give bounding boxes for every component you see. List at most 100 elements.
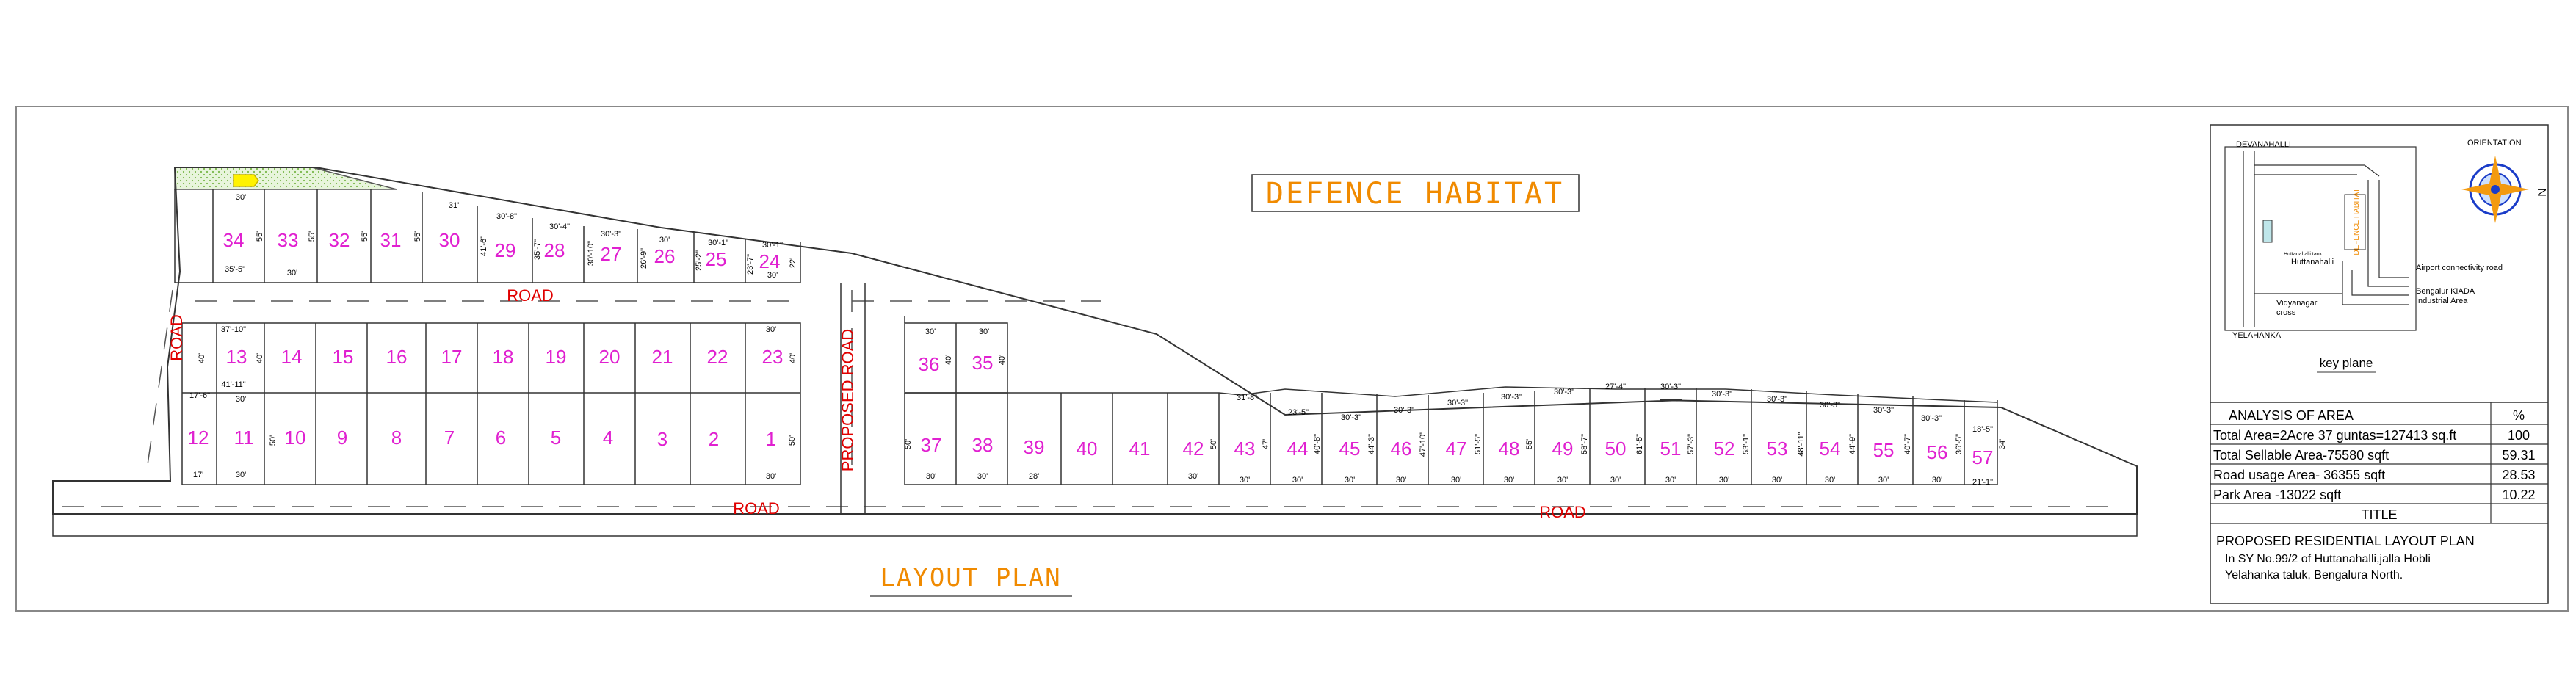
plot-number: 39 bbox=[1024, 436, 1045, 458]
plot-number: 23 bbox=[762, 346, 784, 368]
project-title: DEFENCE HABITAT bbox=[1266, 177, 1564, 211]
title-line-1: PROPOSED RESIDENTIAL LAYOUT PLAN bbox=[2216, 534, 2475, 548]
dimension: 40'-8" bbox=[1313, 434, 1322, 454]
dimension: 30' bbox=[1878, 476, 1889, 485]
road-label-proposed: PROPOSED ROAD bbox=[839, 329, 857, 471]
dimension: 30' bbox=[1188, 472, 1198, 481]
dimension: 25'-2" bbox=[695, 250, 703, 271]
dimension: 50' bbox=[269, 435, 278, 446]
dimension: 18'-5" bbox=[1972, 425, 1993, 434]
key-huttanahalli: Huttanahalli bbox=[2291, 258, 2334, 267]
road-label-bottom-left: ROAD bbox=[733, 499, 780, 518]
dimension: 48'-11" bbox=[1797, 432, 1806, 456]
analysis-heading: ANALYSIS OF AREA bbox=[2229, 408, 2354, 423]
dimension: 30'-3" bbox=[1501, 393, 1522, 402]
road-edges bbox=[52, 283, 2138, 537]
dimension: 51'-5" bbox=[1474, 434, 1483, 454]
dimension: 30' bbox=[1610, 476, 1621, 485]
plot-number: 35 bbox=[972, 352, 994, 374]
plot-number: 24 bbox=[759, 250, 781, 272]
dimension: 30'-3" bbox=[1873, 406, 1894, 415]
plot-number: 15 bbox=[333, 346, 354, 368]
dimension: 57'-3" bbox=[1687, 434, 1696, 454]
site-boundary bbox=[52, 167, 2138, 515]
dimension: 55' bbox=[361, 231, 369, 242]
dimension: 28' bbox=[1029, 472, 1039, 481]
dimension: 35'-7" bbox=[533, 239, 542, 260]
dimension: 30'-3" bbox=[1341, 413, 1361, 422]
dimension: 21'-1" bbox=[1972, 478, 1993, 487]
plot-number: 48 bbox=[1499, 438, 1520, 460]
analysis-table bbox=[2210, 402, 2548, 524]
key-yelahanka: YELAHANKA bbox=[2232, 331, 2282, 340]
dimension: 30'-4" bbox=[549, 222, 570, 231]
dimension: 55' bbox=[1525, 439, 1534, 449]
dimension: 30'-3" bbox=[1394, 406, 1414, 415]
plot-number: 19 bbox=[546, 346, 567, 368]
dimension: 44'-3" bbox=[1367, 434, 1376, 454]
dimension: 30'-3" bbox=[1554, 388, 1574, 396]
plot-number: 42 bbox=[1183, 438, 1204, 460]
right-upper-labels: 36 35 30' 30' 40' 40' bbox=[919, 327, 1007, 375]
dimension: 30'-3" bbox=[601, 230, 621, 239]
analysis-row-label: Road usage Area- 36355 sqft bbox=[2213, 468, 2385, 482]
plot-number: 49 bbox=[1552, 438, 1574, 460]
sheet-border bbox=[15, 106, 2569, 612]
plot-number: 56 bbox=[1927, 441, 1948, 463]
plot-number: 7 bbox=[444, 427, 455, 449]
dimension: 58'-7" bbox=[1580, 434, 1589, 454]
plot-number: 18 bbox=[493, 346, 514, 368]
plot-number: 28 bbox=[544, 239, 565, 261]
plot-number: 53 bbox=[1767, 438, 1788, 460]
dimension: 30'-3" bbox=[1447, 399, 1468, 407]
plot-number: 12 bbox=[188, 427, 209, 449]
road-label-left: ROAD bbox=[167, 314, 186, 361]
dimension: 30' bbox=[1345, 476, 1355, 485]
dimension: 30'-3" bbox=[1820, 401, 1840, 410]
dimension: 30' bbox=[1451, 476, 1461, 485]
key-kiada-2: Industrial Area bbox=[2416, 297, 2468, 305]
dimension: 61'-5" bbox=[1635, 434, 1644, 454]
dimension: 40' bbox=[198, 353, 206, 363]
dimension: 47' bbox=[1262, 439, 1270, 449]
dimension: 30' bbox=[1772, 476, 1782, 485]
plot-number: 29 bbox=[495, 239, 516, 261]
right-block-plots bbox=[904, 322, 1998, 485]
plot-number: 54 bbox=[1820, 438, 1841, 460]
mid-dimensions: 37'-10" 41'-11" 40' 40' 30' 40' 30' 30' … bbox=[189, 325, 797, 481]
dimension: 27'-4" bbox=[1605, 383, 1626, 391]
dimension: 40' bbox=[998, 355, 1007, 365]
title-line-2: In SY No.99/2 of Huttanahalli,jalla Hobl… bbox=[2225, 553, 2431, 565]
key-huttanahalli-small: Huttanahalli tank bbox=[2284, 252, 2323, 257]
plot-number: 9 bbox=[337, 427, 347, 449]
plot-number: 4 bbox=[603, 427, 613, 449]
dimension: 55' bbox=[308, 231, 316, 242]
plot-number: 37 bbox=[921, 434, 942, 456]
dimension: 30' bbox=[766, 325, 776, 334]
dimension: 40'-7" bbox=[1903, 434, 1912, 454]
analysis-row-label: Total Sellable Area-75580 sqft bbox=[2213, 448, 2389, 463]
plot-number: 33 bbox=[278, 229, 299, 251]
dimension: 30' bbox=[236, 471, 246, 479]
dimension: 30' bbox=[979, 327, 989, 336]
dimension: 30' bbox=[287, 269, 297, 278]
dimension: 30'-3" bbox=[1767, 395, 1787, 404]
plan-caption: LAYOUT PLAN bbox=[880, 563, 1061, 592]
plot-number: 11 bbox=[234, 427, 254, 449]
plot-number: 27 bbox=[601, 243, 622, 265]
plot-number: 41 bbox=[1129, 438, 1151, 460]
plot-number: 22 bbox=[707, 346, 728, 368]
plot-number: 45 bbox=[1339, 438, 1361, 460]
analysis-row-value: 10.22 bbox=[2502, 487, 2535, 502]
dimension: 55' bbox=[256, 231, 264, 242]
plot-number: 51 bbox=[1660, 438, 1682, 460]
dimension: 50' bbox=[788, 435, 797, 446]
plot-number: 1 bbox=[766, 428, 776, 450]
plot-number: 57 bbox=[1972, 446, 1994, 468]
key-devanahalli: DEVANAHALLI bbox=[2236, 140, 2291, 149]
dimension: 23'-7" bbox=[746, 254, 755, 275]
dimension: 30' bbox=[926, 472, 936, 481]
key-airport-road: Airport connectivity road bbox=[2416, 264, 2503, 272]
plot-number: 32 bbox=[329, 229, 350, 251]
title-line-3: Yelahanka taluk, Bengalura North. bbox=[2225, 569, 2403, 581]
